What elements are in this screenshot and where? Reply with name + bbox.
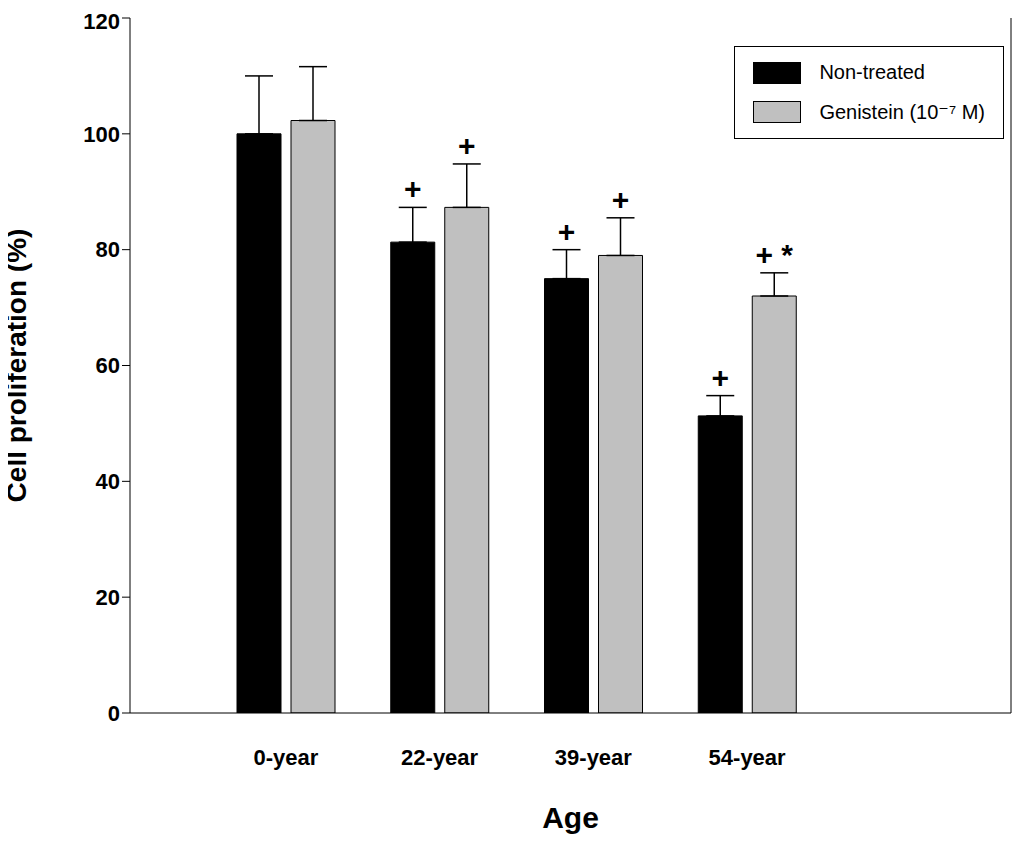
svg-text:54-year: 54-year	[709, 745, 787, 770]
svg-text:0-year: 0-year	[253, 745, 318, 770]
svg-text:+: +	[404, 172, 422, 205]
svg-text:Cell proliferation (%): Cell proliferation (%)	[8, 229, 32, 503]
svg-text:80: 80	[96, 237, 120, 262]
svg-text:39-year: 39-year	[555, 745, 633, 770]
svg-text:22-year: 22-year	[401, 745, 479, 770]
svg-text:40: 40	[96, 469, 120, 494]
html-text:Genistein (10⁻⁷ M): Genistein (10⁻⁷ M)	[819, 101, 985, 123]
svg-text:+: +	[458, 129, 476, 162]
svg-text:Age: Age	[542, 801, 599, 834]
svg-text:20: 20	[96, 585, 120, 610]
svg-text:60: 60	[96, 353, 120, 378]
svg-text:+ *: + *	[755, 238, 793, 271]
svg-text:100: 100	[83, 122, 120, 147]
svg-text:0: 0	[108, 701, 120, 726]
svg-text:+: +	[558, 215, 576, 248]
svg-text:120: 120	[83, 9, 120, 34]
svg-text:+: +	[711, 361, 729, 394]
svg-text:+: +	[612, 183, 630, 216]
html-text:Non-treated: Non-treated	[819, 61, 925, 83]
